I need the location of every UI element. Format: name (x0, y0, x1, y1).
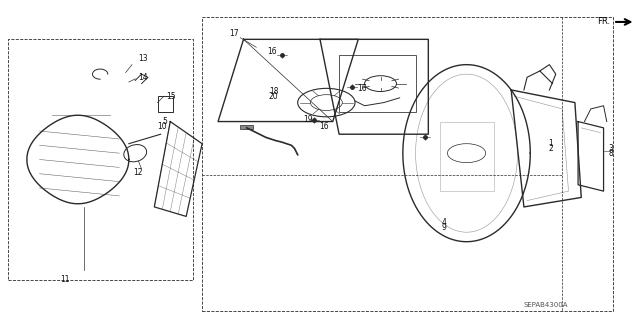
Text: 11: 11 (60, 275, 70, 284)
Text: 4: 4 (442, 218, 447, 227)
Text: 16: 16 (357, 84, 367, 93)
Text: 17: 17 (229, 28, 239, 38)
Text: 15: 15 (166, 92, 175, 101)
Bar (440, 122, 494, 191)
Bar (339, 55, 415, 112)
Text: 2: 2 (548, 144, 553, 153)
Bar (241, 125, 253, 130)
Text: 20: 20 (269, 92, 278, 101)
Text: 5: 5 (162, 117, 167, 126)
Text: 18: 18 (269, 87, 278, 96)
Text: FR.: FR. (597, 18, 610, 26)
Text: 13: 13 (138, 54, 148, 63)
Text: 16: 16 (319, 122, 328, 131)
Text: 12: 12 (134, 168, 143, 177)
Text: 3: 3 (608, 144, 613, 153)
Text: 8: 8 (608, 149, 612, 158)
Text: 16: 16 (267, 48, 276, 56)
Bar (157, 96, 173, 112)
Text: SEPAB4300A: SEPAB4300A (524, 302, 568, 308)
Text: 19: 19 (303, 115, 312, 124)
Text: 14: 14 (138, 73, 148, 82)
Text: 1: 1 (548, 139, 553, 148)
Text: 9: 9 (442, 223, 447, 232)
Text: 10: 10 (157, 122, 167, 131)
